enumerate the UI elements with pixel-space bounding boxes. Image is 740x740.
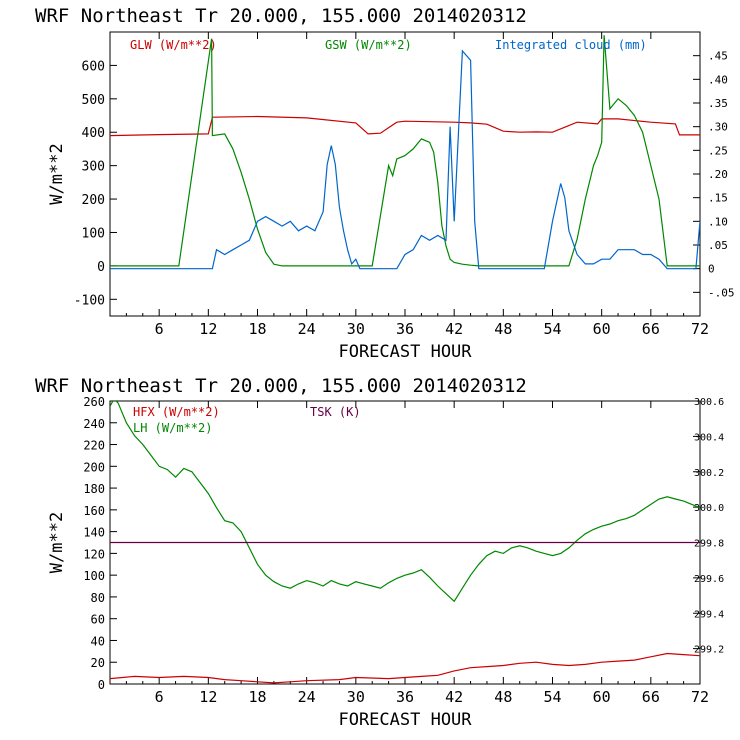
chart2-legend-lh: LH (W/m**2): [133, 421, 212, 435]
chart2-y-tick-label: 220: [83, 439, 105, 453]
chart1-y-axis-label: W/m**2: [47, 143, 67, 204]
chart2-x-tick-label: 66: [642, 688, 660, 706]
chart1-y-tick-label: 600: [82, 59, 105, 74]
chart2-title: WRF Northeast Tr 20.000, 155.000 2014020…: [35, 375, 527, 397]
chart2-y-tick-label: 100: [83, 569, 105, 583]
chart1-legend-integrated: Integrated cloud (mm): [495, 38, 647, 52]
chart2-y-tick-label: 120: [83, 547, 105, 561]
chart2-x-tick-label: 18: [248, 688, 266, 706]
chart2-x-axis-label: FORECAST HOUR: [338, 710, 472, 730]
chart1-series-integrated: [110, 49, 700, 270]
chart2-y-tick-label: 0: [98, 678, 105, 692]
chart2-y-tick-label: 200: [83, 460, 105, 474]
chart1-x-tick-label: 66: [642, 320, 660, 338]
chart2-x-tick-label: 60: [593, 688, 611, 706]
chart1-y2-tick-label: .30: [708, 121, 728, 134]
chart1-y-tick-label: 400: [82, 126, 105, 141]
chart1-x-tick-label: 24: [298, 320, 316, 338]
chart2-legend-hfx: HFX (W/m**2): [133, 405, 220, 419]
chart1-y2-tick-label: .10: [708, 215, 728, 228]
chart2-y-tick-label: 80: [91, 591, 105, 605]
chart1-x-tick-label: 42: [445, 320, 463, 338]
chart2-y-tick-label: 180: [83, 482, 105, 496]
chart2-y2-tick-label: 299.6: [694, 574, 724, 585]
chart2-x-tick-label: 12: [199, 688, 217, 706]
chart2-y2-tick-label: 300.4: [694, 432, 724, 443]
chart1-y2-tick-label: -.05: [708, 286, 735, 299]
chart1-y-tick-label: 500: [82, 93, 105, 108]
chart2-y-tick-label: 260: [83, 395, 105, 409]
chart2-x-tick-label: 48: [494, 688, 512, 706]
chart1-y2-tick-label: .40: [708, 73, 728, 86]
chart2-y-tick-label: 40: [91, 634, 105, 648]
chart1-y2-tick-label: .35: [708, 97, 728, 110]
chart1-series-gsw: [110, 35, 700, 267]
chart1-x-tick-label: 60: [593, 320, 611, 338]
chart1-y-tick-label: 100: [82, 226, 105, 241]
chart1-plot-frame: [109, 31, 701, 317]
chart2-x-tick-label: 30: [347, 688, 365, 706]
chart2-y2-tick-label: 300.0: [694, 503, 724, 514]
chart1-x-tick-label: 54: [543, 320, 561, 338]
chart2-y-tick-label: 60: [91, 613, 105, 627]
chart2-x-tick-label: 24: [298, 688, 316, 706]
chart1-y2-tick-label: 0: [708, 263, 715, 276]
chart1-x-tick-label: 48: [494, 320, 512, 338]
chart1-y2-tick-label: .20: [708, 168, 728, 181]
chart1-x-tick-label: 30: [347, 320, 365, 338]
chart1-y-tick-label: -100: [74, 293, 105, 308]
chart2-y2-tick-label: 300.2: [694, 468, 724, 479]
chart2-y-tick-label: 160: [83, 504, 105, 518]
chart2-x-tick-label: 36: [396, 688, 414, 706]
chart2-legend-tsk: TSK (K): [310, 405, 361, 419]
chart2-series-lh: [110, 401, 700, 603]
chart1-y2-tick-label: .05: [708, 239, 728, 252]
chart2-y2-tick-label: 299.2: [694, 645, 724, 656]
chart1-x-tick-label: 36: [396, 320, 414, 338]
chart2-y-axis-label: W/m**2: [47, 512, 67, 573]
chart1-legend-glw: GLW (W/m**2): [130, 38, 217, 52]
chart2-y-tick-label: 20: [91, 656, 105, 670]
chart2-series-hfx: [110, 652, 700, 684]
chart2-y2-tick-label: 299.4: [694, 609, 724, 620]
chart2-y2-tick-label: 299.8: [694, 539, 724, 550]
chart1-x-axis-label: FORECAST HOUR: [338, 342, 472, 362]
chart2-y-tick-label: 140: [83, 526, 105, 540]
chart1-y-tick-label: 300: [82, 160, 105, 175]
chart2-x-tick-label: 54: [543, 688, 561, 706]
chart2-y-tick-label: 240: [83, 417, 105, 431]
chart1-y2-tick-label: .15: [708, 192, 728, 205]
chart2-x-tick-label: 6: [155, 688, 164, 706]
chart1-y2-tick-label: .25: [708, 144, 728, 157]
chart1-y2-tick-label: .45: [708, 50, 728, 63]
chart1-legend-gsw: GSW (W/m**2): [325, 38, 412, 52]
chart1-series-glw: [110, 115, 700, 137]
chart1-title: WRF Northeast Tr 20.000, 155.000 2014020…: [35, 5, 527, 27]
chart2-y2-tick-label: 300.6: [694, 397, 724, 408]
chart1-y-tick-label: 200: [82, 193, 105, 208]
chart2-x-tick-label: 72: [691, 688, 709, 706]
chart1-x-tick-label: 12: [199, 320, 217, 338]
chart1-x-tick-label: 18: [248, 320, 266, 338]
chart1-x-tick-label: 6: [155, 320, 164, 338]
chart2-x-tick-label: 42: [445, 688, 463, 706]
chart1-x-tick-label: 72: [691, 320, 709, 338]
chart1-y-tick-label: 0: [97, 260, 105, 275]
